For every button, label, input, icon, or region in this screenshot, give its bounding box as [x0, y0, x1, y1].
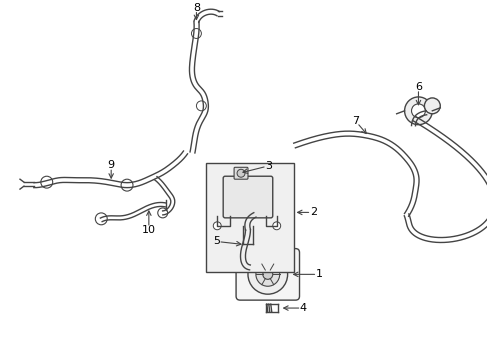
Circle shape [121, 179, 133, 191]
Text: 4: 4 [299, 303, 306, 313]
Circle shape [95, 213, 107, 225]
FancyBboxPatch shape [236, 249, 299, 300]
Circle shape [272, 222, 280, 230]
Text: 8: 8 [192, 3, 200, 13]
Circle shape [41, 176, 53, 188]
Circle shape [263, 269, 272, 279]
Text: 10: 10 [142, 225, 156, 235]
Text: 9: 9 [107, 160, 115, 170]
FancyBboxPatch shape [223, 176, 272, 218]
FancyBboxPatch shape [206, 163, 293, 273]
Text: 2: 2 [309, 207, 316, 217]
Circle shape [237, 169, 244, 177]
Text: 5: 5 [212, 237, 219, 247]
Text: 7: 7 [351, 116, 359, 126]
Circle shape [247, 255, 287, 294]
Circle shape [255, 262, 279, 286]
Text: 6: 6 [414, 82, 421, 92]
Circle shape [158, 208, 167, 218]
Circle shape [196, 101, 206, 111]
Circle shape [191, 28, 201, 39]
Circle shape [213, 222, 221, 230]
FancyBboxPatch shape [234, 167, 247, 179]
Text: 1: 1 [315, 269, 322, 279]
Circle shape [411, 104, 425, 118]
Text: 3: 3 [264, 161, 272, 171]
Circle shape [424, 98, 439, 114]
Circle shape [404, 97, 431, 125]
